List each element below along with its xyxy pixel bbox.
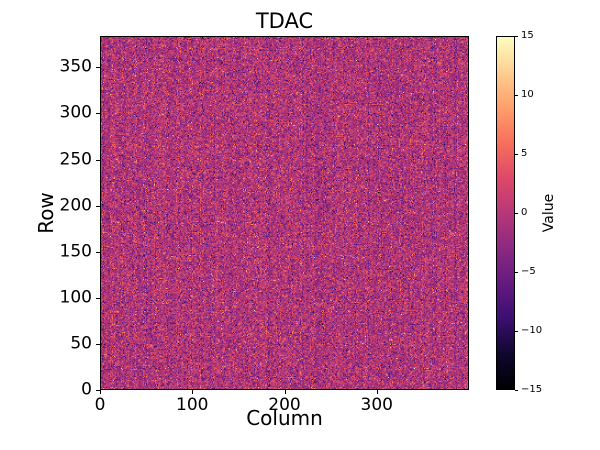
chart-title: TDAC [255,9,314,33]
y-tick-mark [96,343,100,345]
x-tick-mark [100,390,101,394]
colorbar-tick-mark [515,390,518,391]
y-tick-label: 150 [59,241,92,262]
y-tick-label: 200 [59,195,92,216]
y-tick-mark [96,390,100,391]
x-tick-mark [376,390,378,394]
colorbar-tick-mark [515,213,518,214]
x-tick-label: 300 [360,395,393,415]
y-tick-mark [96,113,100,115]
y-tick-mark [96,205,100,207]
colorbar-tick-mark [515,95,518,96]
y-axis-label: Row [34,192,58,234]
y-tick-mark [96,67,100,69]
x-tick-label: 0 [94,395,106,415]
x-axis-label: Column [246,406,323,430]
y-tick-mark [96,251,100,253]
colorbar-tick-label: −15 [521,384,543,395]
x-tick-label: 200 [268,395,301,415]
colorbar [496,36,515,390]
x-tick-mark [284,390,286,394]
y-tick-mark [96,297,100,299]
colorbar-tick-label: −5 [521,266,536,277]
y-tick-label: 350 [59,56,92,77]
colorbar-label: Value [541,193,557,233]
colorbar-tick-label: −10 [521,325,543,336]
colorbar-tick-label: 5 [521,148,528,159]
y-tick-label: 250 [59,149,92,170]
y-tick-label: 300 [59,102,92,123]
heatmap-image [101,37,468,389]
colorbar-tick-mark [515,36,518,37]
colorbar-tick-label: 10 [521,89,534,100]
colorbar-tick-mark [515,272,518,273]
colorbar-tick-label: 15 [521,30,534,41]
colorbar-tick-mark [515,154,518,155]
colorbar-tick-label: 0 [521,207,528,218]
heatmap-plot-area [100,36,469,390]
x-tick-label: 100 [176,395,209,415]
y-tick-label: 100 [59,287,92,308]
colorbar-tick-mark [515,331,518,332]
y-tick-label: 0 [81,379,92,400]
y-tick-label: 50 [70,333,92,354]
y-tick-mark [96,159,100,161]
x-tick-mark [192,390,194,394]
